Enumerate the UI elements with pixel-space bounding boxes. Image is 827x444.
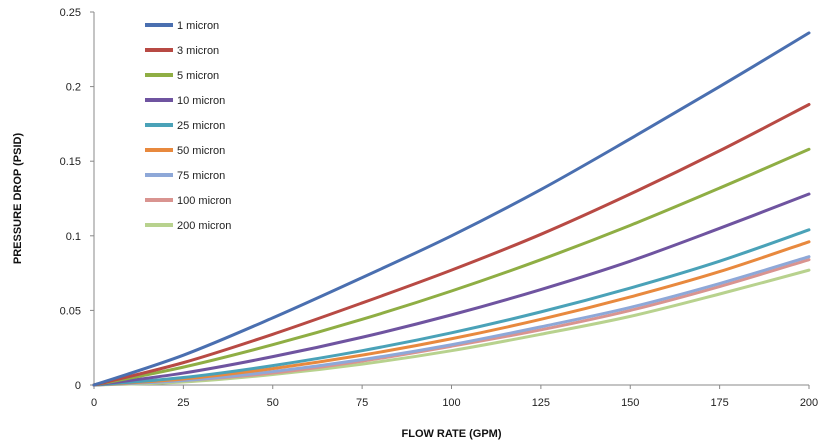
x-tick-label: 175 <box>710 397 728 409</box>
x-tick-label: 0 <box>91 397 97 409</box>
legend-label-3-micron: 3 micron <box>177 45 219 57</box>
series-line-3-micron <box>92 103 811 387</box>
x-tick-label: 200 <box>800 397 818 409</box>
legend-label-10-micron: 10 micron <box>177 95 225 107</box>
y-tick-label: 0.25 <box>60 7 81 19</box>
legend-label-1-micron: 1 micron <box>177 20 219 32</box>
y-tick-label: 0.05 <box>60 305 81 317</box>
series-line-5-micron <box>92 147 811 387</box>
x-tick-label: 25 <box>177 397 189 409</box>
series-line-10-micron <box>92 192 811 387</box>
y-axis-ticks: 0 0.05 0.1 0.15 0.2 0.25 <box>60 7 94 392</box>
x-tick-label: 125 <box>532 397 550 409</box>
legend-label-200-micron: 200 micron <box>177 220 231 232</box>
legend-label-75-micron: 75 micron <box>177 170 225 182</box>
legend-label-25-micron: 25 micron <box>177 120 225 132</box>
legend-label-5-micron: 5 micron <box>177 70 219 82</box>
x-tick-label: 100 <box>442 397 460 409</box>
series-line-50-micron <box>92 240 811 387</box>
series-line-1-micron <box>92 31 811 387</box>
x-tick-label: 150 <box>621 397 639 409</box>
y-tick-label: 0.1 <box>66 231 81 243</box>
series-line-75-micron <box>92 255 811 387</box>
series-lines <box>92 31 811 387</box>
legend-label-50-micron: 50 micron <box>177 145 225 157</box>
legend-label-100-micron: 100 micron <box>177 195 231 207</box>
x-tick-label: 75 <box>356 397 368 409</box>
series-line-200-micron <box>92 268 811 387</box>
x-axis-ticks: 0 25 50 75 100 125 150 175 200 <box>91 385 818 409</box>
y-tick-label: 0.2 <box>66 82 81 94</box>
y-tick-label: 0 <box>75 380 81 392</box>
y-axis-title: PRESSURE DROP (PSID) <box>12 133 24 265</box>
x-axis-title: FLOW RATE (GPM) <box>402 428 502 440</box>
x-tick-label: 50 <box>267 397 279 409</box>
y-tick-label: 0.15 <box>60 156 81 168</box>
legend: 1 micron 3 micron 5 micron 10 micron 25 micr… <box>145 20 231 232</box>
series-line-25-micron <box>92 228 811 387</box>
